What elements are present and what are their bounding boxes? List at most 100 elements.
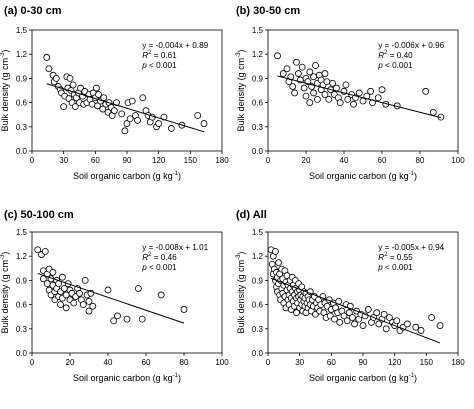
data-point	[336, 318, 344, 326]
p-value: p < 0.001	[377, 61, 413, 70]
data-point	[312, 62, 319, 69]
data-point	[342, 81, 350, 89]
regression-equation: y = -0.006x + 0.96	[378, 41, 444, 50]
panel-b: (b) 30-50 cm 0 20 40 60 80 100 0.0 0.3 0.6 0.9 1.2 1…	[236, 5, 465, 181]
data-point	[306, 99, 314, 106]
x-axis-label: Soil organic carbon (g kg-1)	[73, 373, 181, 383]
panel-d: (d) All 0 30 60 90 120 150 180 0.0 0.3 0.6 0.9 1.2 1.…	[236, 209, 465, 383]
x-axis-label: Soil organic carbon (g kg-1)	[309, 171, 417, 181]
data-point	[298, 63, 306, 71]
y-tick-label: 0.6	[252, 99, 264, 108]
data-point	[155, 120, 163, 127]
r-squared: R2 = 0.61	[142, 50, 177, 60]
regression-equation: y = -0.008x + 1.01	[142, 243, 208, 252]
p-value: p < 0.001	[377, 263, 413, 272]
data-point	[100, 94, 108, 102]
data-point	[321, 91, 329, 98]
y-tick-label: 0.3	[16, 325, 28, 334]
data-point	[57, 301, 64, 309]
data-point	[393, 317, 401, 325]
data-point	[123, 315, 131, 323]
data-point	[104, 286, 112, 294]
x-tick-label: 0	[30, 156, 35, 165]
data-point	[85, 297, 93, 305]
data-point	[85, 307, 93, 315]
data-point	[34, 246, 42, 254]
plot-frame	[267, 29, 459, 152]
panel-title: (c) 50-100 cm	[4, 209, 74, 221]
data-point	[289, 83, 297, 90]
x-tick-label: 100	[451, 156, 465, 165]
y-tick-label: 0.0	[16, 349, 28, 358]
x-tick-label: 20	[66, 358, 75, 367]
x-tick-label: 30	[59, 156, 68, 165]
data-point	[374, 94, 382, 102]
data-point	[344, 95, 352, 103]
data-point	[194, 112, 202, 119]
x-tick-label: 90	[359, 358, 368, 367]
data-point	[367, 87, 375, 95]
data-points	[274, 52, 445, 121]
data-point	[359, 322, 367, 329]
data-point	[128, 97, 136, 105]
x-tick-label: 0	[266, 358, 271, 367]
data-point	[76, 289, 83, 297]
x-tick-label: 150	[420, 358, 434, 367]
x-tick-label: 60	[327, 358, 336, 367]
y-tick-label: 0.6	[16, 301, 28, 310]
y-tick-label: 0.9	[16, 74, 28, 83]
y-tick-label: 0.6	[252, 301, 264, 310]
data-point	[436, 322, 444, 329]
x-tick-label: 0	[30, 358, 35, 367]
regression-line	[277, 75, 442, 119]
data-point	[422, 87, 430, 95]
data-point	[293, 309, 300, 317]
data-point	[52, 75, 60, 82]
data-points	[34, 246, 188, 325]
y-tick-label: 0.3	[16, 123, 28, 132]
data-point	[283, 65, 291, 73]
y-tick-label: 1.2	[16, 252, 28, 261]
x-tick-label: 180	[215, 156, 229, 165]
regression-equation: y = -0.004x + 0.89	[142, 41, 208, 50]
regression-line	[270, 277, 441, 344]
data-point	[134, 116, 141, 124]
data-point	[139, 94, 147, 102]
data-point	[126, 115, 134, 123]
data-point	[428, 314, 436, 321]
data-point	[375, 320, 383, 328]
r-squared: R2 = 0.46	[142, 252, 177, 262]
plot-frame	[31, 231, 223, 354]
data-point	[118, 110, 126, 118]
x-tick-label: 100	[215, 358, 229, 367]
data-point	[134, 285, 142, 292]
data-point	[329, 79, 337, 87]
regression-equation: y = -0.005x + 0.94	[378, 243, 444, 252]
y-tick-label: 1.5	[252, 26, 264, 35]
data-point	[294, 70, 302, 77]
panel-title: (b) 30-50 cm	[236, 5, 300, 17]
x-tick-label: 80	[416, 156, 425, 165]
data-point	[306, 68, 314, 76]
y-axis-label: Bulk density (g cm-3)	[236, 252, 246, 334]
data-points	[43, 54, 208, 135]
x-tick-label: 120	[388, 358, 402, 367]
y-tick-label: 0.0	[252, 147, 264, 156]
data-point	[138, 315, 146, 323]
x-tick-label: 90	[123, 156, 132, 165]
x-tick-label: 60	[378, 156, 387, 165]
y-tick-label: 1.2	[252, 50, 264, 59]
data-point	[60, 103, 68, 111]
data-point	[43, 54, 51, 61]
x-axis-label: Soil organic carbon (g kg-1)	[73, 171, 181, 181]
x-tick-label: 150	[184, 156, 198, 165]
data-point	[59, 273, 66, 281]
x-tick-label: 60	[142, 358, 151, 367]
data-point	[417, 327, 425, 334]
data-point	[331, 315, 338, 323]
data-point	[167, 125, 175, 132]
data-point	[200, 120, 208, 127]
x-tick-label: 180	[451, 358, 465, 367]
y-tick-label: 0.0	[16, 147, 28, 156]
